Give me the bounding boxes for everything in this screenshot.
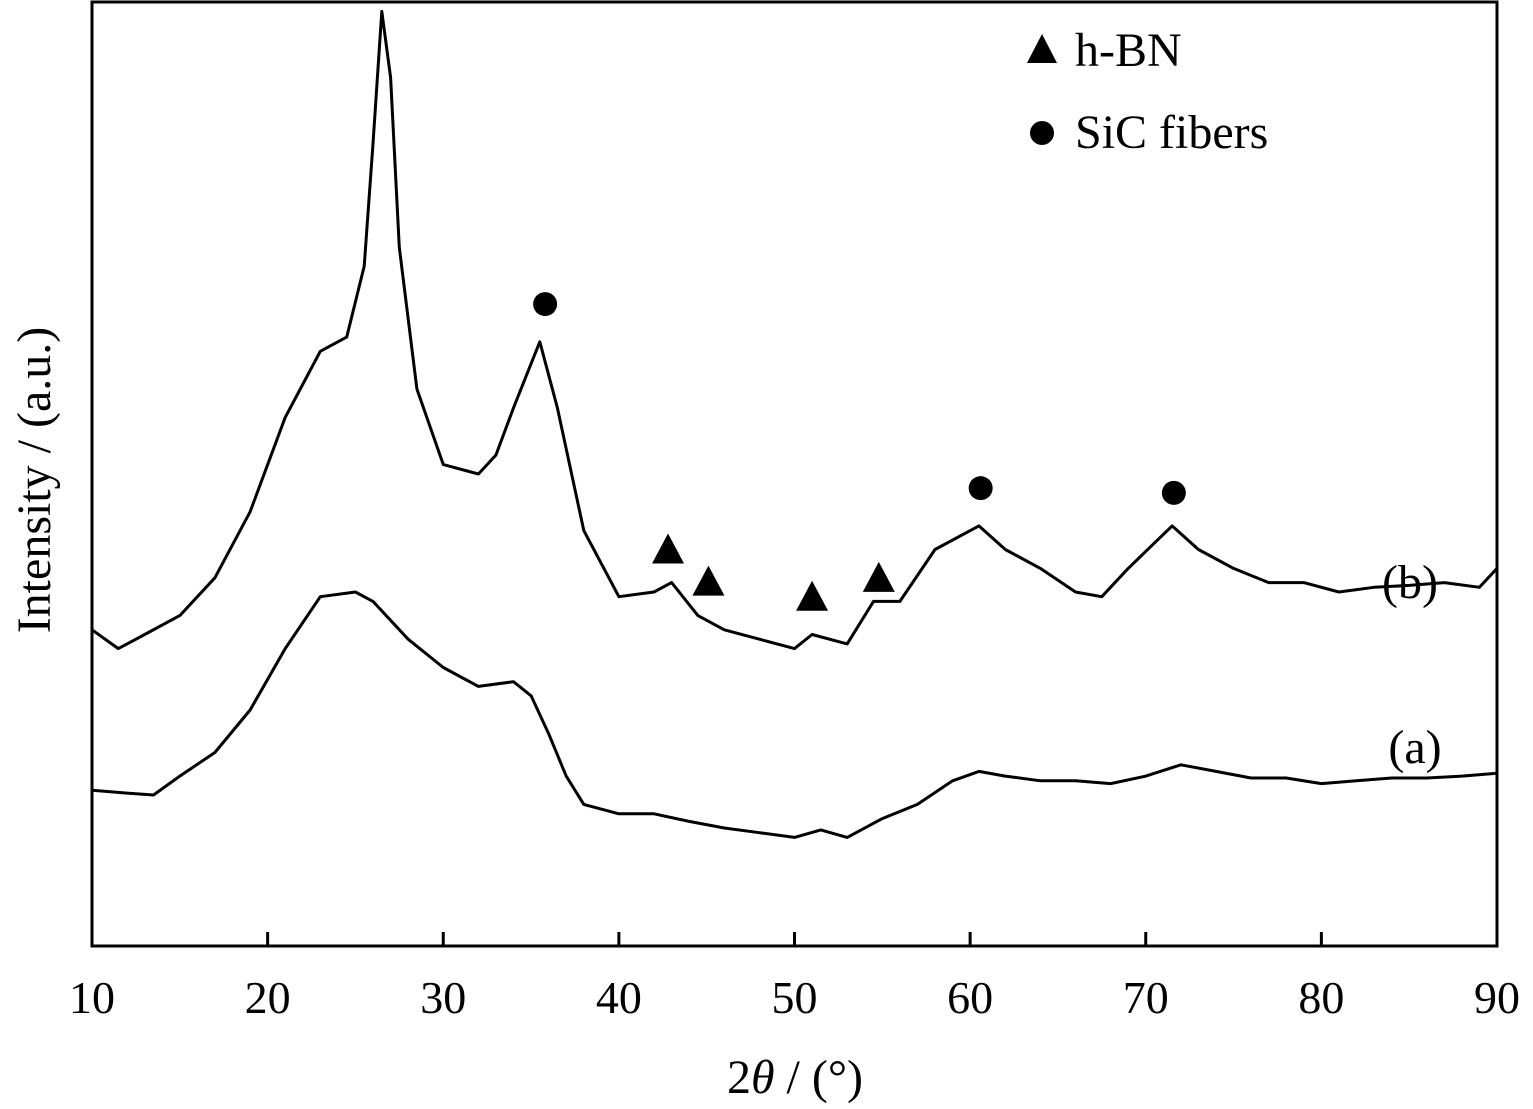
legend: h-BN SiC fibers [1027, 24, 1268, 159]
series-label-a: (a) [1388, 721, 1441, 774]
x-axis-ticks: 10 20 30 40 50 60 70 80 90 [69, 932, 1520, 1023]
theta-symbol: θ [751, 1051, 775, 1104]
series-line-a [91, 590, 1498, 839]
series-line-b [91, 9, 1499, 651]
hbn-peak-triangle-icon [796, 580, 829, 611]
sic-peak-circle-icon [968, 476, 993, 501]
x-tick-label: 10 [69, 972, 115, 1023]
x-axis-title-prefix: 2 [727, 1051, 751, 1104]
plot-frame [90, 0, 1499, 948]
hbn-peak-triangle-icon [692, 565, 725, 596]
x-axis-title: 2θ / (°) [727, 1051, 863, 1104]
y-axis-title: Intensity / (a.u.) [8, 327, 61, 634]
x-tick-label: 30 [420, 972, 466, 1023]
legend-circle-icon [1030, 121, 1054, 145]
x-tick-label: 80 [1298, 972, 1344, 1023]
x-tick-label: 50 [772, 972, 818, 1023]
series-label-b: (b) [1382, 556, 1438, 609]
x-tick-label: 90 [1474, 972, 1520, 1023]
x-axis-title-suffix: / (°) [775, 1051, 864, 1104]
x-tick-label: 60 [947, 972, 993, 1023]
hbn-peak-triangle-icon [862, 561, 895, 592]
legend-triangle-icon [1027, 34, 1057, 63]
legend-label-sic: SiC fibers [1075, 106, 1268, 159]
sic-peak-circle-icon [1161, 480, 1186, 505]
legend-label-hbn: h-BN [1075, 24, 1182, 77]
x-tick-label: 40 [596, 972, 642, 1023]
x-tick-label: 70 [1123, 972, 1169, 1023]
x-tick-label: 20 [245, 972, 291, 1023]
series-lines [91, 9, 1499, 839]
hbn-peak-triangle-icon [652, 533, 685, 564]
peak-markers [533, 292, 1186, 611]
sic-peak-circle-icon [533, 292, 558, 317]
